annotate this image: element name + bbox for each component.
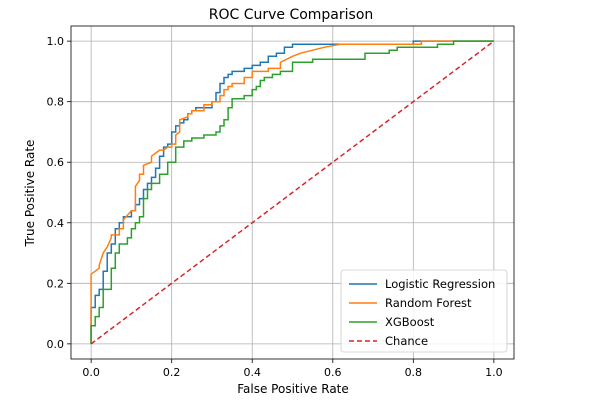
x-tick-label: 0.0 [82, 366, 100, 379]
x-tick-label: 0.6 [324, 366, 342, 379]
axis-ticks: 0.0 0.2 0.4 0.6 0.8 1.0 0.0 0.2 0.4 0.6 0.8 1.0 [47, 35, 503, 379]
x-tick-label: 0.2 [163, 366, 181, 379]
y-tick-label: 0.4 [47, 217, 65, 230]
legend-label: Chance [385, 334, 428, 348]
series-line-xgboost [90, 40, 494, 344]
series-layer [90, 40, 495, 345]
legend-label: Logistic Regression [385, 277, 495, 291]
legend-box [340, 269, 508, 353]
y-tick-label: 1.0 [47, 35, 65, 48]
x-tick-label: 0.4 [243, 366, 261, 379]
x-axis-label: False Positive Rate [237, 382, 349, 396]
y-tick-label: 0.8 [47, 96, 65, 109]
plot-frame [70, 25, 515, 360]
x-tick-label: 0.8 [405, 366, 423, 379]
x-tick-label: 1.0 [485, 366, 503, 379]
legend-label: Random Forest [385, 296, 472, 310]
y-axis-label: True Positive Rate [23, 140, 37, 248]
grid-lines [71, 26, 514, 359]
y-tick-label: 0.0 [47, 338, 65, 351]
chart-title: ROC Curve Comparison [209, 7, 374, 23]
legend: Logistic Regression Random Forest XGBoost C… [340, 269, 508, 353]
y-tick-label: 0.2 [47, 277, 65, 290]
y-tick-label: 0.6 [47, 156, 65, 169]
series-line-random-forest [90, 40, 494, 344]
legend-label: XGBoost [385, 315, 435, 329]
series-line-chance [90, 40, 495, 345]
series-line-logistic-regression [90, 40, 494, 344]
